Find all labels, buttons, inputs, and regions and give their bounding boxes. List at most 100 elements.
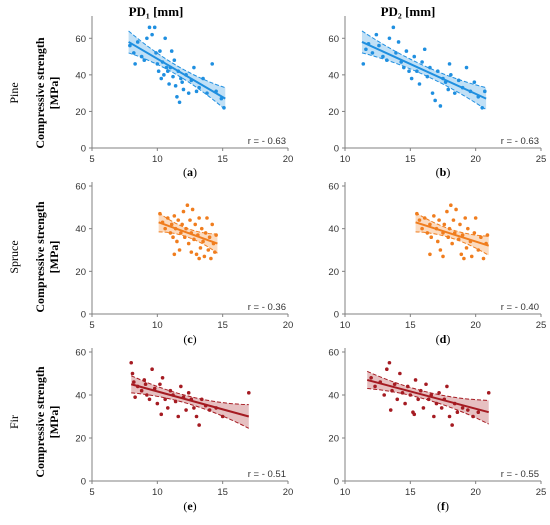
data-point [437, 391, 441, 395]
panel-caption: (f) [437, 499, 449, 513]
data-point [412, 54, 417, 59]
data-point [369, 376, 373, 380]
data-point [469, 254, 474, 259]
column-title-pd2: PD₂ [mm] [381, 4, 436, 19]
data-point [173, 399, 178, 404]
data-point [192, 406, 196, 410]
data-point [206, 248, 211, 252]
x-tick-label: 15 [217, 154, 228, 165]
confidence-lower [158, 231, 218, 254]
data-point [464, 65, 469, 70]
data-point [416, 397, 420, 402]
data-point [186, 91, 191, 95]
data-point [446, 87, 451, 92]
confidence-upper [361, 30, 487, 89]
data-point [180, 222, 184, 227]
data-point [132, 51, 136, 55]
data-point [385, 58, 389, 63]
data-point [377, 43, 381, 48]
regression-line [130, 383, 250, 418]
confidence-upper [128, 30, 226, 89]
data-point [460, 406, 465, 410]
data-point [207, 235, 212, 239]
y-tick-label: 60 [328, 182, 339, 193]
y-tick-label: 60 [75, 182, 86, 193]
data-point [172, 252, 177, 257]
data-point [417, 218, 422, 222]
data-point [392, 382, 397, 387]
data-point [446, 235, 451, 239]
data-point [139, 388, 144, 393]
data-point [184, 408, 188, 412]
regression-line [361, 41, 487, 100]
y-tick-label: 0 [81, 144, 86, 155]
row-ylabel-pine: Compressive strength [33, 37, 47, 149]
data-point [385, 367, 389, 372]
row-yunit-spruce: [MPa] [47, 241, 61, 274]
data-point [209, 256, 213, 261]
data-point [398, 371, 402, 376]
data-point [450, 423, 454, 427]
data-point [408, 393, 413, 397]
data-point [415, 69, 419, 73]
data-point [172, 58, 177, 63]
data-point [194, 89, 199, 94]
data-point [142, 378, 147, 382]
row-species-pine: Pine [7, 82, 21, 103]
x-tick-label: 15 [217, 487, 228, 498]
confidence-lower [131, 392, 250, 429]
data-point [171, 235, 175, 239]
data-point [438, 104, 443, 108]
data-point [147, 397, 152, 402]
x-tick-label: 5 [89, 154, 94, 165]
panel-e: 0 20 40 60 5 10 15 20 r = - 0.51 (e) [75, 348, 293, 514]
data-point [394, 51, 398, 55]
x-tick-label: 20 [470, 487, 481, 498]
data-point [466, 408, 470, 412]
y-tick-label: 0 [81, 310, 86, 321]
data-point [437, 218, 441, 222]
x-tick-label: 15 [405, 487, 416, 498]
data-point [158, 49, 162, 53]
data-point [400, 391, 405, 395]
row-yunit-pine: [MPa] [47, 77, 61, 110]
data-point [194, 252, 199, 257]
data-point [175, 239, 179, 244]
data-point [142, 58, 147, 63]
y-tick-label: 0 [334, 477, 339, 488]
data-point [390, 388, 394, 393]
row-ylabel-spruce: Compressive strength [33, 201, 47, 313]
x-tick-label: 25 [536, 154, 547, 165]
data-point [220, 414, 225, 419]
confidence-upper [415, 212, 489, 237]
data-point [179, 231, 183, 235]
data-point [213, 250, 217, 254]
x-tick-label: 15 [405, 320, 416, 331]
data-point [163, 226, 167, 231]
data-point [480, 105, 485, 110]
regression-line [128, 41, 226, 100]
data-point [420, 226, 424, 231]
y-tick-label: 20 [75, 434, 86, 445]
row-species-fir: Fir [7, 415, 21, 429]
data-point [167, 82, 171, 86]
data-point [422, 47, 427, 52]
x-tick-label: 10 [340, 154, 351, 165]
row-ylabel-fir: Compressive strength [33, 366, 47, 478]
x-tick-label: 25 [536, 320, 547, 331]
data-point [476, 248, 481, 252]
data-point [439, 406, 444, 410]
data-point [156, 69, 161, 73]
x-tick-label: 10 [152, 487, 163, 498]
correlation-label: r = - 0.63 [248, 136, 286, 147]
data-point [374, 32, 379, 37]
data-point [463, 216, 468, 220]
data-point [158, 382, 162, 387]
data-point [455, 410, 460, 415]
data-point [361, 62, 366, 66]
data-point [190, 207, 195, 212]
data-point [432, 414, 436, 419]
data-point [434, 401, 439, 406]
data-point [199, 397, 204, 402]
data-point [150, 367, 154, 372]
